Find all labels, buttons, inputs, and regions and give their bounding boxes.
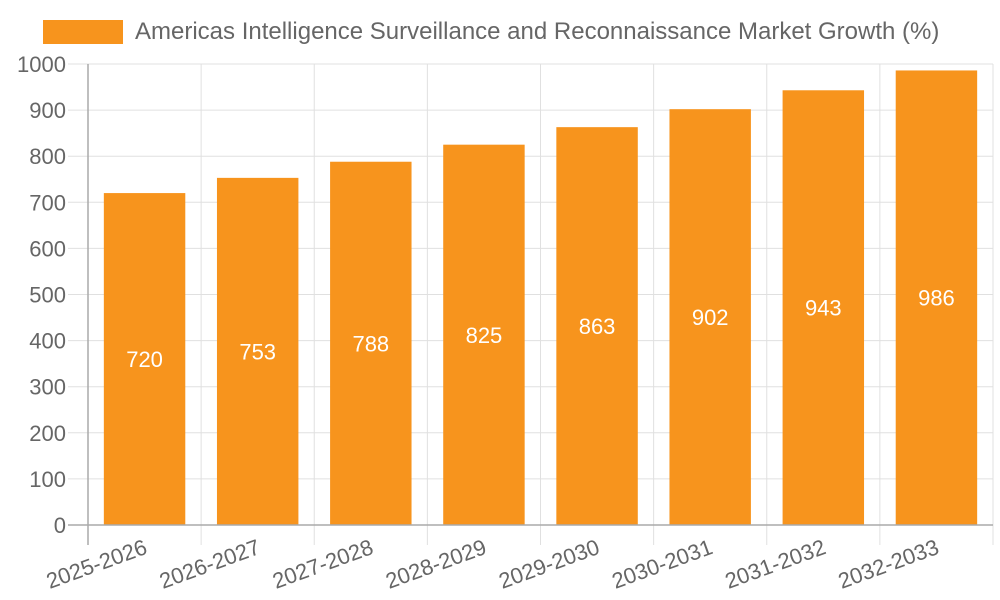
bar-value-label: 720 (126, 347, 163, 372)
x-tick-label: 2027-2028 (269, 534, 376, 593)
x-tick-label: 2026-2027 (156, 534, 263, 593)
y-tick-label: 1000 (17, 52, 66, 77)
y-tick-label: 700 (29, 190, 66, 215)
bar-value-label: 943 (805, 296, 842, 321)
x-axis: 2025-2026 2026-2027 2027-2028 2028-2029 2029… (43, 524, 993, 594)
bars: 720 753 788 825 863 902 943 986 (103, 70, 978, 526)
x-tick-label: 2029-2030 (495, 534, 602, 593)
y-tick-label: 500 (29, 283, 66, 308)
bar-value-label: 753 (239, 339, 276, 364)
bar[interactable] (443, 144, 525, 526)
y-tick-label: 300 (29, 375, 66, 400)
x-tick-label: 2030-2031 (608, 534, 715, 593)
bar-value-label: 902 (692, 305, 729, 330)
bar-value-label: 825 (466, 323, 503, 348)
bar[interactable] (330, 161, 412, 525)
bar[interactable] (669, 109, 751, 525)
legend-swatch (43, 20, 123, 44)
y-tick-label: 0 (54, 513, 66, 538)
y-tick-label: 600 (29, 236, 66, 261)
x-tick-label: 2025-2026 (43, 534, 150, 593)
legend-label: Americas Intelligence Surveillance and R… (135, 18, 940, 45)
y-tick-label: 400 (29, 329, 66, 354)
bar[interactable] (895, 70, 978, 525)
x-tick-label: 2031-2032 (722, 534, 829, 593)
bar[interactable] (556, 127, 638, 526)
y-tick-label: 800 (29, 144, 66, 169)
y-axis: 0 100 200 300 400 500 600 700 800 900 1000 (17, 52, 89, 545)
x-tick-label: 2032-2033 (835, 534, 942, 593)
bar-value-label: 863 (579, 314, 616, 339)
y-tick-label: 200 (29, 421, 66, 446)
bar-value-label: 986 (918, 286, 955, 311)
y-tick-label: 900 (29, 98, 66, 123)
chart-legend[interactable]: Americas Intelligence Surveillance and R… (43, 18, 940, 45)
bar[interactable] (782, 90, 865, 525)
bar-value-label: 788 (352, 331, 389, 356)
bar[interactable] (103, 193, 186, 525)
bar[interactable] (216, 177, 299, 525)
y-tick-label: 100 (29, 467, 66, 492)
x-tick-label: 2028-2029 (382, 534, 489, 593)
